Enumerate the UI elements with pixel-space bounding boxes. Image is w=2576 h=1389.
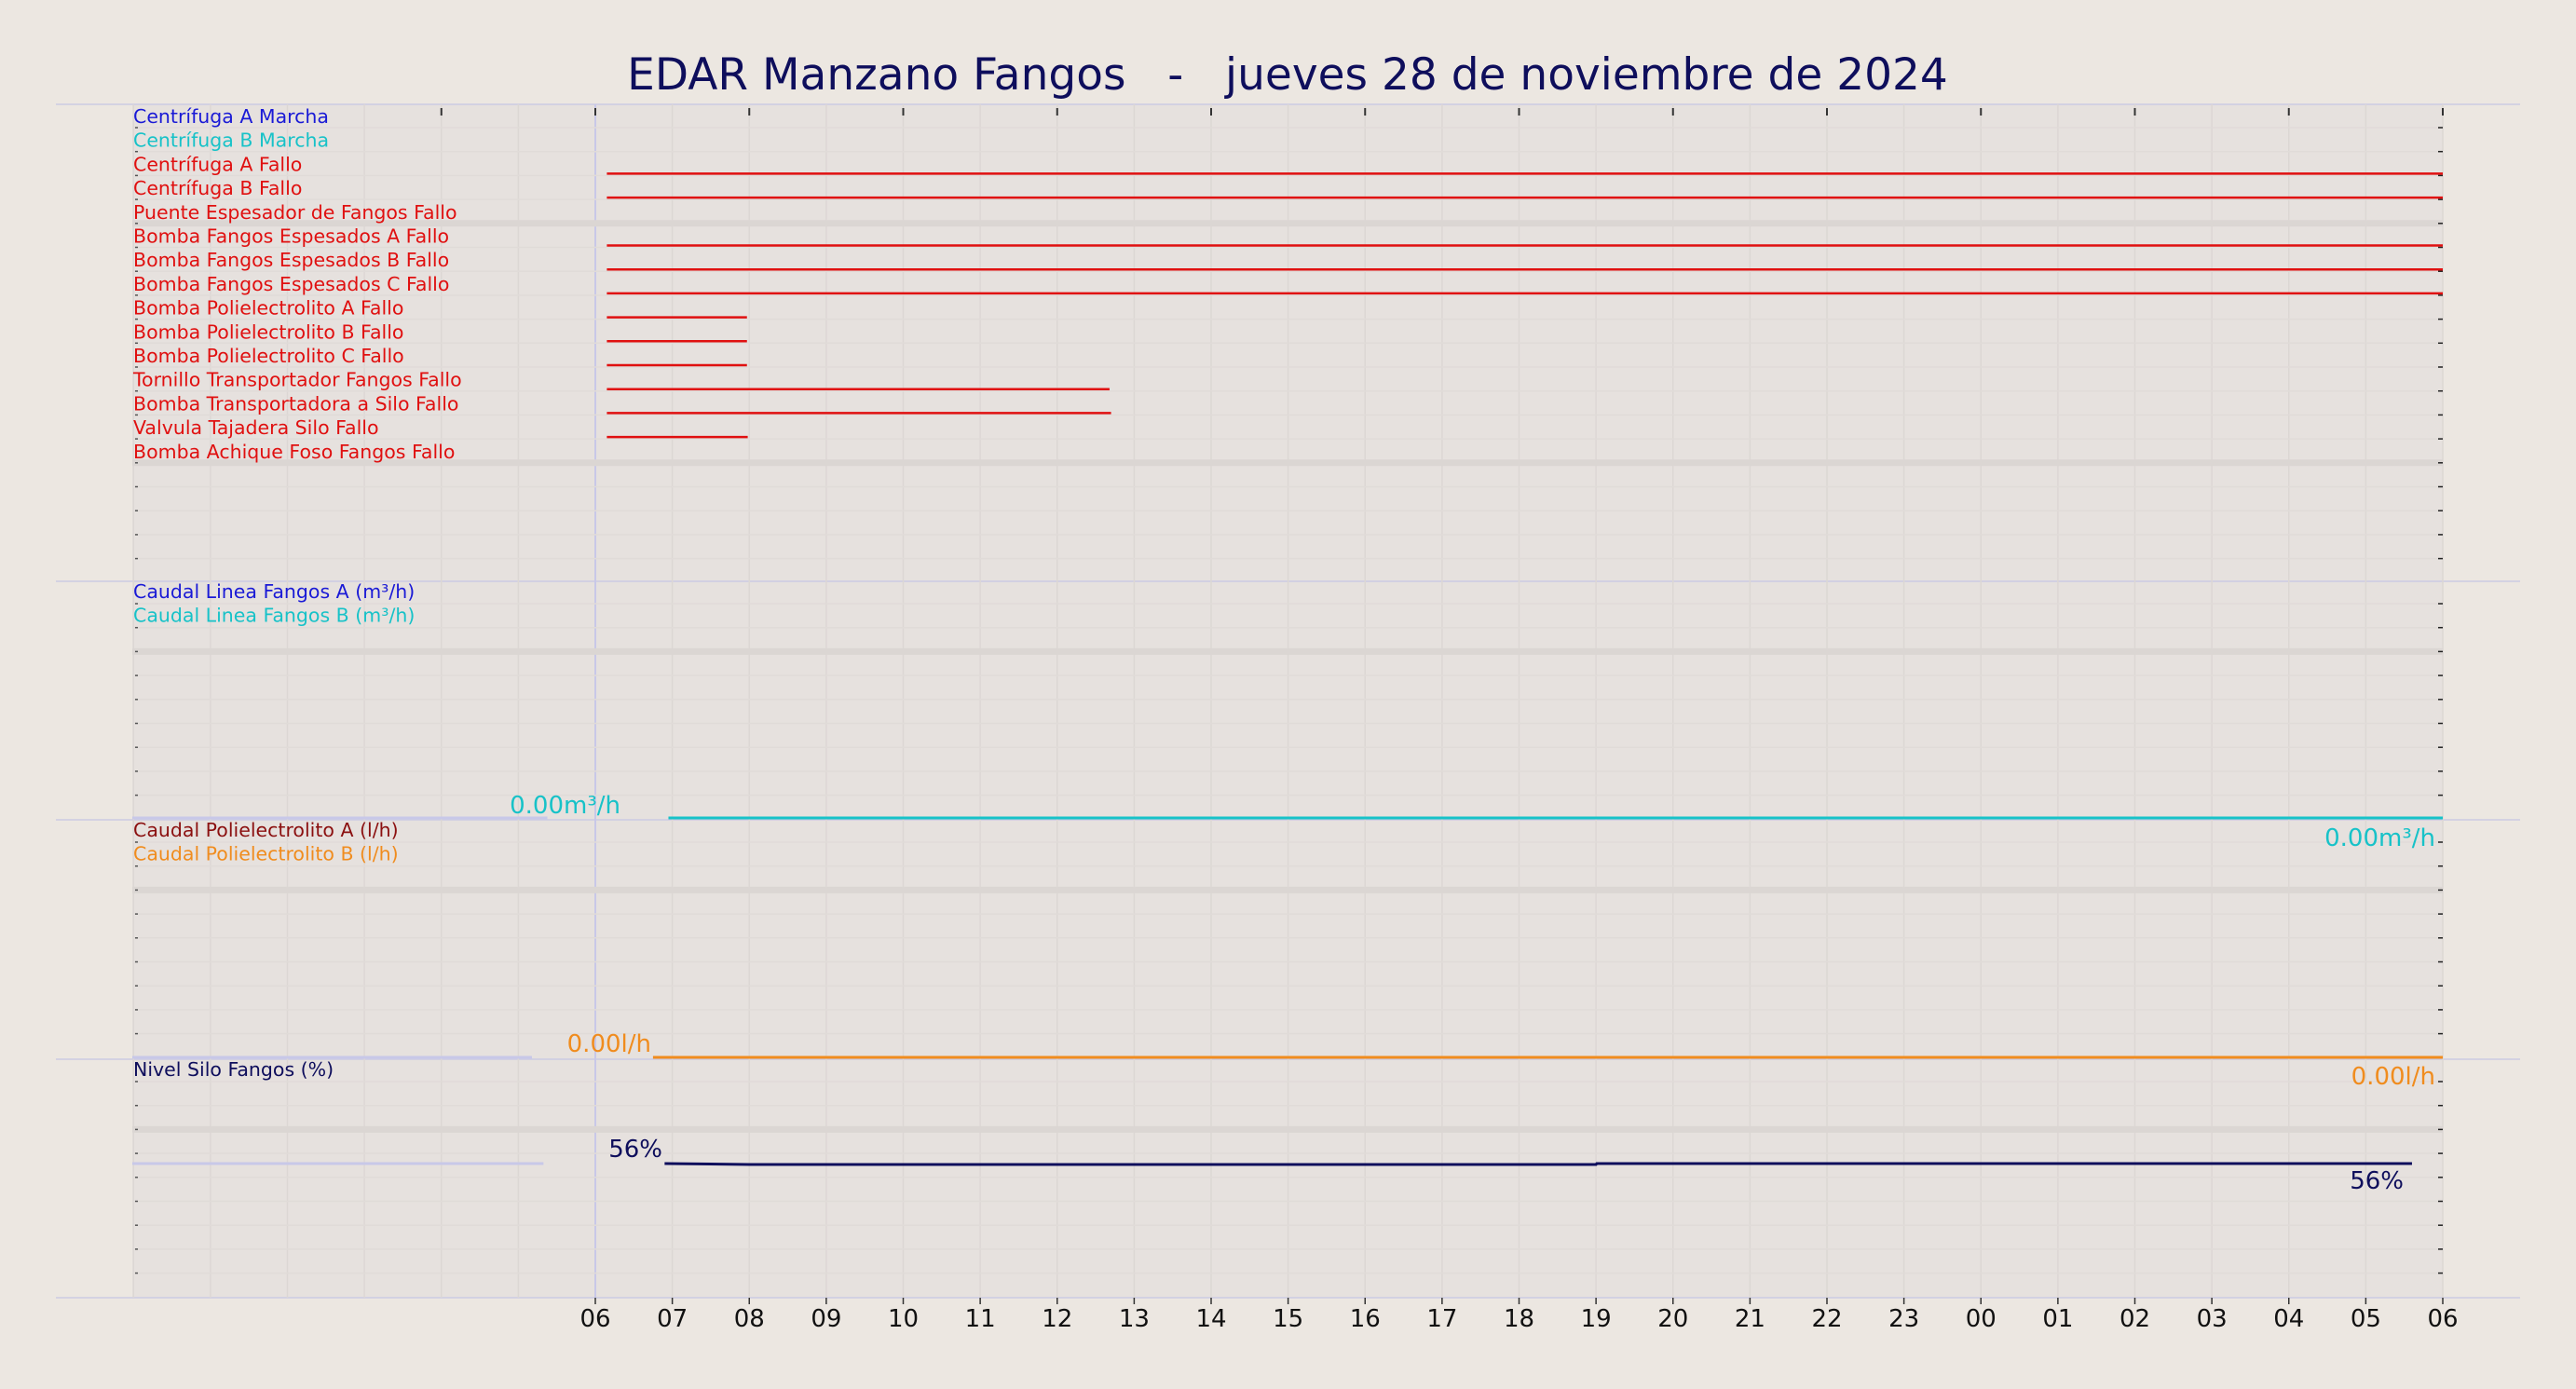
legend-entry: Caudal Polielectrolito A (l/h) [133,819,399,841]
legend-entry: Bomba Fangos Espesados B Fallo [133,249,449,271]
data-series [132,172,2443,1166]
x-tick-label: 10 [888,1305,919,1333]
legend-entry: Bomba Polielectrolito A Fallo [133,297,403,320]
legend-entry: Bomba Transportadora a Silo Fallo [133,392,458,415]
chart-title: EDAR Manzano Fangos - jueves 28 de novie… [627,49,1948,101]
x-tick-label: 03 [2197,1305,2228,1333]
x-tick-label: 01 [2042,1305,2073,1333]
legend-entry: Valvula Tajadera Silo Fallo [133,416,379,439]
x-tick-label: 09 [811,1305,841,1333]
x-tick-label: 19 [1581,1305,1612,1333]
legend-entry: Nivel Silo Fangos (%) [133,1058,334,1081]
x-tick-label: 02 [2119,1305,2150,1333]
x-tick-label: 22 [1811,1305,1842,1333]
x-tick-label: 20 [1657,1305,1688,1333]
x-tick-label: 21 [1735,1305,1765,1333]
legend-entry: Puente Espesador de Fangos Fallo [133,201,457,224]
legend-entry: Caudal Polielectrolito B (l/h) [133,843,399,865]
legend-entry: Bomba Achique Foso Fangos Fallo [133,441,455,463]
x-tick-label: 04 [2273,1305,2304,1333]
x-tick-label: 06 [2427,1305,2458,1333]
x-tick-label: 05 [2351,1305,2381,1333]
legend-entry: Tornillo Transportador Fangos Fallo [132,369,462,391]
x-tick-label: 13 [1119,1305,1150,1333]
value-labels: 0.00m³/h 0.00m³/h 0.00l/h 0.00l/h 56% 56% [510,792,2435,1195]
x-tick-label: 12 [1042,1305,1072,1333]
legend-entry: Bomba Polielectrolito C Fallo [133,345,404,367]
x-tick-label: 23 [1888,1305,1919,1333]
legend-entry: Bomba Polielectrolito B Fallo [133,320,403,343]
grid-lines [132,104,2444,1298]
legend-entry: Bomba Fangos Espesados A Fallo [133,225,449,248]
x-tick-label: 16 [1350,1305,1381,1333]
x-tick-label: 06 [579,1305,610,1333]
x-axis: 06 07 08 09 10 11 12 13 14 15 16 17 18 19 20 21 22 23 00 01… [579,1298,2459,1333]
x-tick-label: 18 [1504,1305,1534,1333]
legend-entry: Centrífuga A Marcha [133,105,329,128]
end-value-label: 0.00m³/h [2324,824,2435,852]
legend-entry: Caudal Linea Fangos A (m³/h) [133,580,415,603]
x-tick-label: 00 [1966,1305,1997,1333]
end-value-label: 56% [2350,1167,2404,1195]
legend-entry: Centrífuga A Fallo [133,153,302,175]
x-tick-label: 11 [965,1305,996,1333]
x-tick-label: 08 [734,1305,765,1333]
legend-entry: Caudal Linea Fangos B (m³/h) [133,605,415,627]
legend-entry: Bomba Fangos Espesados C Fallo [133,273,449,295]
start-value-label: 0.00l/h [567,1030,651,1058]
end-value-label: 0.00l/h [2351,1063,2435,1091]
x-tick-label: 14 [1195,1305,1226,1333]
x-tick-label: 17 [1426,1305,1457,1333]
legend-entry: Centrífuga B Marcha [133,129,329,152]
legend-entry: Centrífuga B Fallo [133,177,302,199]
start-value-label: 0.00m³/h [510,792,620,820]
start-value-label: 56% [608,1136,662,1164]
x-tick-label: 15 [1273,1305,1303,1333]
x-tick-label: 07 [657,1305,688,1333]
axis-ticks [135,108,2444,1274]
